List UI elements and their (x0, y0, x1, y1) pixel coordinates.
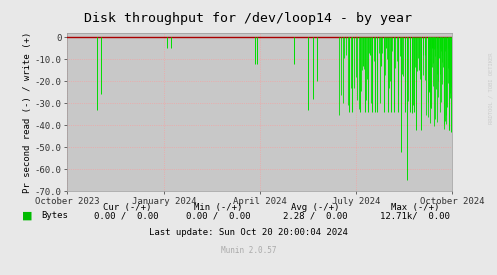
Text: Cur (-/+): Cur (-/+) (102, 203, 151, 212)
Text: RRDTOOL / TOBI OETIKER: RRDTOOL / TOBI OETIKER (488, 52, 493, 124)
Text: Munin 2.0.57: Munin 2.0.57 (221, 246, 276, 255)
Text: Last update: Sun Oct 20 20:00:04 2024: Last update: Sun Oct 20 20:00:04 2024 (149, 228, 348, 237)
Text: 2.28 /  0.00: 2.28 / 0.00 (283, 211, 348, 220)
Text: 0.00 /  0.00: 0.00 / 0.00 (94, 211, 159, 220)
Text: ■: ■ (22, 211, 33, 221)
Text: Max (-/+): Max (-/+) (391, 203, 439, 212)
Text: Bytes: Bytes (41, 211, 68, 220)
Text: 12.71k/  0.00: 12.71k/ 0.00 (380, 211, 450, 220)
Text: 0.00 /  0.00: 0.00 / 0.00 (186, 211, 251, 220)
Text: Min (-/+): Min (-/+) (194, 203, 243, 212)
Text: Disk throughput for /dev/loop14 - by year: Disk throughput for /dev/loop14 - by yea… (84, 12, 413, 25)
Y-axis label: Pr second read (-) / write (+): Pr second read (-) / write (+) (23, 31, 32, 193)
Text: Avg (-/+): Avg (-/+) (291, 203, 340, 212)
